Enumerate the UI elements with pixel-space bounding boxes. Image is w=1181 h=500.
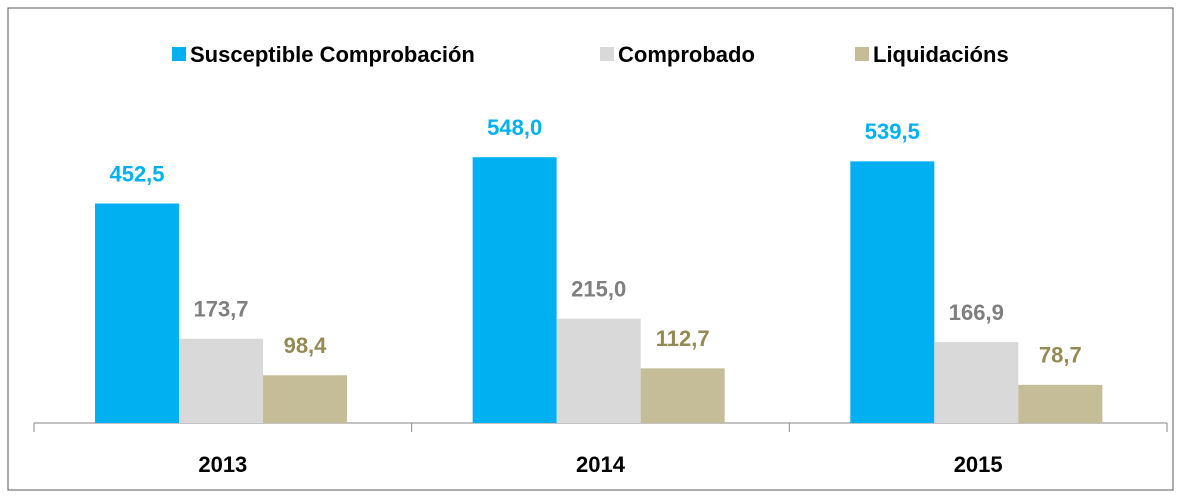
bar <box>640 368 725 423</box>
data-label: 215,0 <box>571 277 626 302</box>
data-label: 112,7 <box>656 326 710 351</box>
bar <box>556 318 641 423</box>
legend-label: Susceptible Comprobación <box>190 42 475 67</box>
bar <box>934 342 1019 423</box>
x-tick-label: 2013 <box>198 452 247 477</box>
x-tick-label: 2015 <box>954 452 1003 477</box>
legend-swatch <box>600 47 614 61</box>
bar <box>179 338 263 423</box>
data-label: 78,7 <box>1039 343 1082 368</box>
bar <box>472 157 557 423</box>
legend-label: Liquidacións <box>873 42 1009 67</box>
data-label: 539,5 <box>865 119 920 144</box>
data-label: 452,5 <box>109 161 164 186</box>
legend-label: Comprobado <box>618 42 755 67</box>
bar <box>95 203 179 423</box>
bar <box>1018 384 1103 423</box>
bar <box>850 161 935 423</box>
data-label: 173,7 <box>193 297 248 322</box>
legend-swatch <box>855 47 869 61</box>
bar <box>263 375 347 423</box>
data-label: 548,0 <box>487 115 542 140</box>
x-tick-label: 2014 <box>576 452 626 477</box>
data-label: 166,9 <box>949 300 1004 325</box>
legend-swatch <box>172 47 186 61</box>
data-label: 98,4 <box>284 333 328 358</box>
